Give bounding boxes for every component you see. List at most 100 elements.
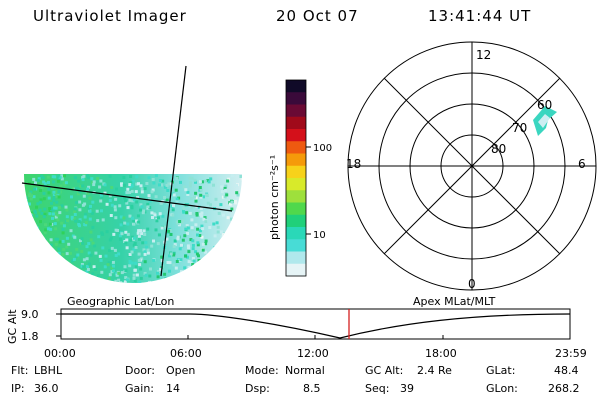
map-speckle-pixel bbox=[31, 255, 35, 258]
map-speckle-pixel bbox=[98, 185, 102, 189]
map-speckle-pixel bbox=[30, 233, 34, 237]
map-speckle-pixel bbox=[201, 227, 205, 231]
map-speckle-pixel bbox=[230, 273, 234, 277]
map-speckle-pixel bbox=[76, 192, 80, 196]
map-speckle-pixel bbox=[25, 235, 29, 239]
lat-label-70: 70 bbox=[512, 121, 527, 135]
map-speckle-pixel bbox=[73, 235, 77, 239]
map-speckle-pixel bbox=[81, 203, 85, 207]
map-speckle-pixel bbox=[146, 227, 150, 231]
map-speckle-pixel bbox=[233, 230, 237, 234]
map-speckle-pixel bbox=[78, 224, 81, 228]
map-speckle-pixel bbox=[167, 229, 171, 233]
map-speckle-pixel bbox=[109, 214, 113, 217]
map-speckle-pixel bbox=[39, 189, 42, 192]
map-speckle-pixel bbox=[61, 261, 65, 265]
colorbar-cell bbox=[286, 214, 306, 228]
map-speckle-pixel bbox=[241, 175, 242, 179]
map-speckle-pixel bbox=[194, 191, 198, 195]
map-speckle-pixel bbox=[146, 251, 150, 255]
map-speckle-pixel bbox=[172, 253, 176, 257]
map-speckle-pixel bbox=[36, 271, 40, 275]
map-speckle-pixel bbox=[30, 211, 34, 215]
map-speckle-pixel bbox=[24, 277, 28, 281]
map-speckle-pixel bbox=[148, 199, 152, 203]
map-speckle-pixel bbox=[56, 218, 60, 222]
map-speckle-pixel bbox=[83, 223, 87, 226]
map-speckle-pixel bbox=[230, 229, 234, 233]
map-speckle-pixel bbox=[74, 219, 78, 223]
map-speckle-pixel bbox=[218, 241, 222, 245]
map-speckle-pixel bbox=[152, 258, 156, 262]
map-speckle-pixel bbox=[169, 277, 173, 281]
map-speckle-pixel bbox=[123, 265, 127, 269]
map-speckle-pixel bbox=[100, 195, 104, 199]
colorbar-cell bbox=[286, 190, 306, 204]
map-speckle-pixel bbox=[38, 208, 42, 212]
map-speckle-pixel bbox=[49, 238, 53, 242]
map-speckle-pixel bbox=[29, 223, 33, 227]
map-speckle-pixel bbox=[189, 181, 192, 185]
map-speckle-pixel bbox=[153, 213, 157, 217]
map-speckle-pixel bbox=[50, 272, 54, 276]
map-speckle-pixel bbox=[108, 174, 112, 178]
map-speckle-pixel bbox=[80, 237, 84, 241]
map-speckle-pixel bbox=[42, 191, 46, 195]
polar-auroral-patch-light bbox=[538, 114, 550, 128]
map-speckle-pixel bbox=[82, 265, 86, 269]
map-speckle-pixel bbox=[44, 254, 48, 258]
seq-value: 39 bbox=[400, 382, 414, 395]
map-speckle-pixel bbox=[86, 187, 90, 191]
map-speckle-pixel bbox=[25, 213, 29, 217]
map-speckle-pixel bbox=[57, 190, 61, 194]
map-speckle-pixel bbox=[132, 276, 136, 280]
map-speckle-pixel bbox=[84, 276, 88, 280]
map-speckle-pixel bbox=[157, 270, 160, 273]
map-speckle-pixel bbox=[73, 176, 77, 180]
map-speckle-pixel bbox=[27, 261, 31, 265]
map-speckle-pixel bbox=[52, 193, 56, 197]
map-speckle-pixel bbox=[165, 183, 169, 187]
map-speckle-pixel bbox=[158, 183, 161, 187]
map-speckle-pixel bbox=[141, 211, 145, 215]
map-speckle-pixel bbox=[143, 233, 147, 236]
map-speckle-pixel bbox=[126, 187, 130, 191]
map-speckle-pixel bbox=[87, 206, 91, 210]
colorbar-cell bbox=[286, 92, 306, 106]
map-speckle-pixel bbox=[94, 268, 98, 271]
map-speckle-pixel bbox=[144, 273, 148, 277]
map-speckle-pixel bbox=[221, 250, 225, 253]
map-speckle-pixel bbox=[108, 273, 112, 277]
map-speckle-pixel bbox=[54, 215, 58, 219]
map-speckle-pixel bbox=[48, 276, 51, 279]
map-speckle-pixel bbox=[105, 202, 109, 206]
map-speckle-pixel bbox=[163, 185, 167, 189]
map-speckle-pixel bbox=[208, 266, 211, 270]
map-speckle-pixel bbox=[122, 176, 126, 179]
flt-label: Flt: bbox=[11, 364, 29, 377]
map-speckle-pixel bbox=[143, 252, 147, 256]
map-speckle-pixel bbox=[62, 224, 66, 228]
map-speckle-pixel bbox=[89, 253, 93, 257]
colorbar-tick-label-10: 10 bbox=[313, 230, 326, 241]
map-speckle-pixel bbox=[44, 244, 48, 248]
timeline-ytick-label-bottom: 1.8 bbox=[21, 330, 39, 343]
map-speckle-pixel bbox=[101, 232, 105, 236]
map-speckle-pixel bbox=[170, 279, 174, 283]
map-speckle-pixel bbox=[35, 214, 39, 218]
map-speckle-pixel bbox=[27, 258, 31, 262]
map-speckle-pixel bbox=[200, 235, 204, 239]
map-speckle-pixel bbox=[91, 280, 95, 283]
map-speckle-pixel bbox=[186, 226, 190, 230]
lat-label-60: 60 bbox=[537, 98, 552, 112]
map-speckle-pixel bbox=[32, 253, 36, 257]
map-speckle-pixel bbox=[57, 177, 60, 181]
map-speckle-pixel bbox=[196, 283, 199, 286]
map-speckle-pixel bbox=[186, 232, 189, 235]
map-speckle-pixel bbox=[195, 252, 199, 256]
map-speckle-pixel bbox=[40, 211, 44, 215]
map-speckle-pixel bbox=[171, 276, 175, 280]
map-speckle-pixel bbox=[230, 217, 233, 221]
map-speckle-pixel bbox=[128, 183, 132, 187]
map-speckle-pixel bbox=[191, 239, 195, 243]
